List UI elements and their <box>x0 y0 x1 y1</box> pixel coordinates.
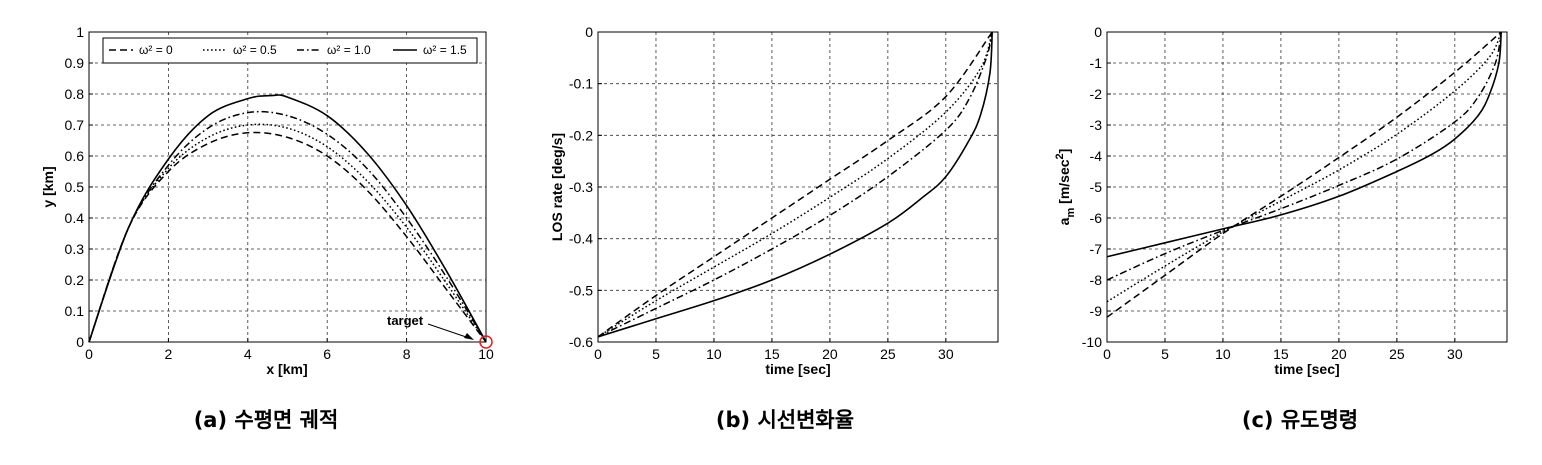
panel-c-caption: (c) 유도명령 <box>1242 408 1358 432</box>
series-line-dashed <box>597 31 993 338</box>
legend-label: ω² = 0 <box>139 43 173 57</box>
y-tick-label: -0.3 <box>569 179 593 195</box>
y-tick-label: -2 <box>1090 86 1103 102</box>
series-line-dashed <box>1106 31 1502 318</box>
panel-c-xlabel: time [sec] <box>1274 361 1339 377</box>
y-tick-label: 1 <box>76 24 84 40</box>
series-line-solid <box>1106 31 1502 258</box>
y-tick-label: 0.5 <box>65 179 85 195</box>
panel-c-lines <box>1106 31 1502 318</box>
y-tick-label: 0.2 <box>65 272 85 288</box>
panel-c-grid <box>1107 32 1507 342</box>
x-tick-label: 15 <box>1273 346 1289 362</box>
panel-b-axes-box <box>597 31 999 343</box>
panel-b-caption: (b) 시선변화율 <box>716 408 854 432</box>
series-line-dashdot <box>597 31 993 338</box>
series-line-solid <box>597 31 993 338</box>
panel-a-axes-box <box>88 31 487 343</box>
panel-a-lines <box>88 94 487 343</box>
y-tick-label: -5 <box>1090 179 1103 195</box>
legend-label: ω² = 0.5 <box>233 43 277 57</box>
series-line-dotted <box>597 31 993 338</box>
x-tick-label: 6 <box>323 346 331 362</box>
y-tick-label: 0 <box>1094 24 1102 40</box>
x-tick-label: 30 <box>1447 346 1463 362</box>
panel-c: 0 5 10 15 20 25 30-10-9-8-7-6-5-4-3-2-10 time … <box>1054 24 1508 432</box>
y-tick-label: 0.8 <box>65 86 85 102</box>
panel-c-ylabel: am [m/sec2] <box>1054 149 1077 226</box>
target-arrow-head <box>464 333 474 340</box>
y-tick-label: -7 <box>1090 241 1103 257</box>
x-tick-label: 25 <box>880 346 896 362</box>
y-tick-label: 0 <box>76 334 84 350</box>
series-line-solid <box>88 94 487 343</box>
x-tick-label: 0 <box>85 346 93 362</box>
legend-label: ω² = 1.0 <box>327 43 371 57</box>
y-tick-label: -8 <box>1090 272 1103 288</box>
series-line-dotted <box>88 123 487 343</box>
y-tick-label: -6 <box>1090 210 1103 226</box>
series-line-dotted <box>1106 31 1502 303</box>
legend-label: ω² = 1.5 <box>423 43 467 57</box>
panel-b: 0 5 10 15 20 25 30 -0.6 -0.5 -0.4 -0.3 -0.2 -0.1 0 ti… <box>549 24 999 432</box>
y-tick-label: 0.3 <box>65 241 85 257</box>
x-tick-label: 20 <box>822 346 838 362</box>
y-tick-label: 0.7 <box>65 117 85 133</box>
x-tick-label: 10 <box>1215 346 1231 362</box>
panel-a-ylabel: y [km] <box>40 166 56 207</box>
x-tick-label: 20 <box>1331 346 1347 362</box>
x-tick-label: 8 <box>403 346 411 362</box>
series-line-dashdot <box>88 110 487 343</box>
panel-c-ticks: 0 5 10 15 20 25 30-10-9-8-7-6-5-4-3-2-10 <box>1082 24 1463 362</box>
panel-a-xlabel: x [km] <box>266 361 307 377</box>
panel-a-grid <box>89 32 487 342</box>
y-tick-label: -0.2 <box>569 127 593 143</box>
y-tick-label: -0.4 <box>569 231 593 247</box>
y-tick-label: -1 <box>1090 55 1103 71</box>
panel-b-lines <box>597 31 993 338</box>
target-marker <box>479 335 493 349</box>
x-tick-label: 0 <box>1103 346 1111 362</box>
target-arrow-line <box>427 323 473 340</box>
panel-b-xlabel: time [sec] <box>765 361 830 377</box>
target-label: target <box>387 313 424 328</box>
y-tick-label: 0 <box>585 24 593 40</box>
panel-a-ticks: 0 2 4 6 8 10 0 0.1 0.2 0.3 0.4 0.5 0.6 0.7 0.8 0.9 1 <box>65 24 494 362</box>
y-tick-label: -4 <box>1090 148 1103 164</box>
y-tick-label: -0.5 <box>569 282 593 298</box>
y-tick-label: -10 <box>1082 334 1102 350</box>
x-tick-label: 15 <box>764 346 780 362</box>
y-tick-label: -0.1 <box>569 76 593 92</box>
panel-a-legend: ω² = 0 ω² = 0.5 ω² = 1.0 ω² = 1.5 <box>102 37 478 64</box>
x-tick-label: 5 <box>652 346 660 362</box>
y-tick-label: -9 <box>1090 303 1103 319</box>
y-tick-label: -3 <box>1090 117 1103 133</box>
panel-b-ylabel: LOS rate [deg/s] <box>549 133 565 241</box>
x-tick-label: 4 <box>244 346 252 362</box>
x-tick-label: 10 <box>706 346 722 362</box>
x-tick-label: 2 <box>165 346 173 362</box>
y-tick-label: 0.1 <box>65 303 85 319</box>
panel-c-axes-box <box>1106 31 1508 343</box>
x-tick-label: 10 <box>478 346 494 362</box>
panel-b-ticks: 0 5 10 15 20 25 30 -0.6 -0.5 -0.4 -0.3 -0.2 -0.1 0 <box>569 24 954 362</box>
panel-a: 0 2 4 6 8 10 0 0.1 0.2 0.3 0.4 0.5 0.6 0.7 0.8 0.9 1 x [… <box>40 24 494 432</box>
x-tick-label: 30 <box>938 346 954 362</box>
x-tick-label: 5 <box>1161 346 1169 362</box>
y-tick-label: 0.4 <box>65 210 85 226</box>
panel-a-caption: (a) 수평면 궤적 <box>194 408 339 432</box>
x-tick-label: 0 <box>594 346 602 362</box>
y-tick-label: 0.9 <box>65 55 85 71</box>
panel-b-grid <box>598 32 998 342</box>
x-tick-label: 25 <box>1389 346 1405 362</box>
y-tick-label: -0.6 <box>569 334 593 350</box>
y-tick-label: 0.6 <box>65 148 85 164</box>
